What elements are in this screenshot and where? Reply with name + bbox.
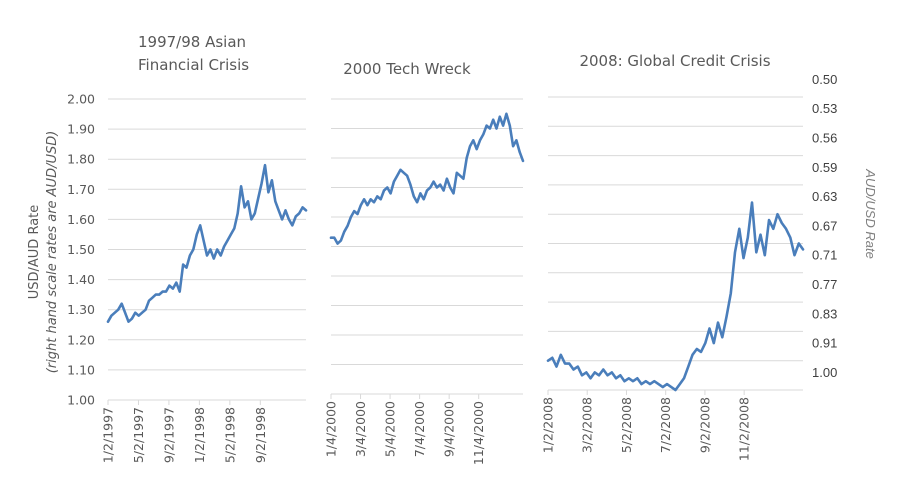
y2-tick-label: 0.77 xyxy=(812,277,837,292)
panel-title: 2008: Global Credit Crisis xyxy=(579,52,770,70)
panel-credit-crisis: 2008: Global Credit Crisis 0.50 0.53 0.56 0.… xyxy=(541,52,838,461)
x-tick-label: 1/4/2000 xyxy=(324,401,339,457)
x-tick-label: 5/2/2008 xyxy=(619,397,634,453)
x-tick-label: 3/4/2000 xyxy=(353,401,368,457)
y-tick-label: 1.80 xyxy=(67,152,95,167)
y-axis-subtitle: (right hand scale rates are AUD/USD) xyxy=(45,131,60,374)
x-tick-label: 1/2/1998 xyxy=(192,407,207,463)
x-tick-label: 7/4/2000 xyxy=(412,401,427,457)
panel-asian-crisis: 1997/98 Asian Financial Crisis 1.00 1.10 1.2… xyxy=(67,33,308,463)
y2-axis-title: AUD/USD Rate xyxy=(863,168,878,259)
panel-title: 1997/98 Asian xyxy=(138,33,246,51)
x-tick-label: 11/4/2000 xyxy=(471,401,486,465)
y2-tick-label: 0.50 xyxy=(812,72,837,87)
panel-tech-wreck: 2000 Tech Wreck 1/4/2000 3/4/2000 5/4/2000 7… xyxy=(324,60,525,465)
y2-tick-label: 0.53 xyxy=(812,101,837,116)
y2-tick-label: 1.00 xyxy=(812,365,837,380)
y2-tick-label: 0.56 xyxy=(812,131,837,146)
y-axis-title: USD/AUD Rate xyxy=(27,205,42,300)
y2-tick-label: 0.71 xyxy=(812,248,837,263)
y-tick-label: 1.10 xyxy=(67,362,95,377)
x-tick-label: 5/4/2000 xyxy=(383,401,398,457)
y-tick-label: 1.40 xyxy=(67,272,95,287)
y-tick-label: 1.30 xyxy=(67,302,95,317)
x-tick-label: 9/2/1997 xyxy=(161,407,176,463)
series-line xyxy=(106,163,308,324)
x-tick-label: 9/2/1998 xyxy=(253,407,268,463)
y-tick-label: 1.20 xyxy=(67,332,95,347)
x-tick-label: 11/2/2008 xyxy=(737,397,752,461)
y-tick-label: 1.70 xyxy=(67,182,95,197)
panel-title: Financial Crisis xyxy=(138,56,249,74)
y-tick-label: 1.90 xyxy=(67,122,95,137)
x-tick-label: 5/2/1998 xyxy=(222,407,237,463)
panel-title: 2000 Tech Wreck xyxy=(343,60,471,78)
y-tick-label: 1.00 xyxy=(67,393,95,408)
y-tick-label: 1.60 xyxy=(67,212,95,227)
series-line xyxy=(546,201,805,392)
y2-tick-label: 0.91 xyxy=(812,336,837,351)
x-tick-label: 7/2/2008 xyxy=(658,397,673,453)
y2-tick-label: 0.63 xyxy=(812,189,837,204)
x-tick-label: 1/2/2008 xyxy=(541,397,556,453)
x-tick-label: 5/2/1997 xyxy=(131,407,146,463)
y-tick-label: 2.00 xyxy=(67,92,95,107)
y2-tick-label: 0.83 xyxy=(812,306,837,321)
y-tick-label: 1.50 xyxy=(67,242,95,257)
y2-tick-label: 0.59 xyxy=(812,160,837,175)
x-tick-label: 1/2/1997 xyxy=(101,407,116,463)
series-line xyxy=(329,112,525,245)
x-tick-label: 9/2/2008 xyxy=(697,397,712,453)
x-tick-label: 9/4/2000 xyxy=(442,401,457,457)
x-tick-label: 3/2/2008 xyxy=(580,397,595,453)
y2-tick-label: 0.67 xyxy=(812,218,837,233)
